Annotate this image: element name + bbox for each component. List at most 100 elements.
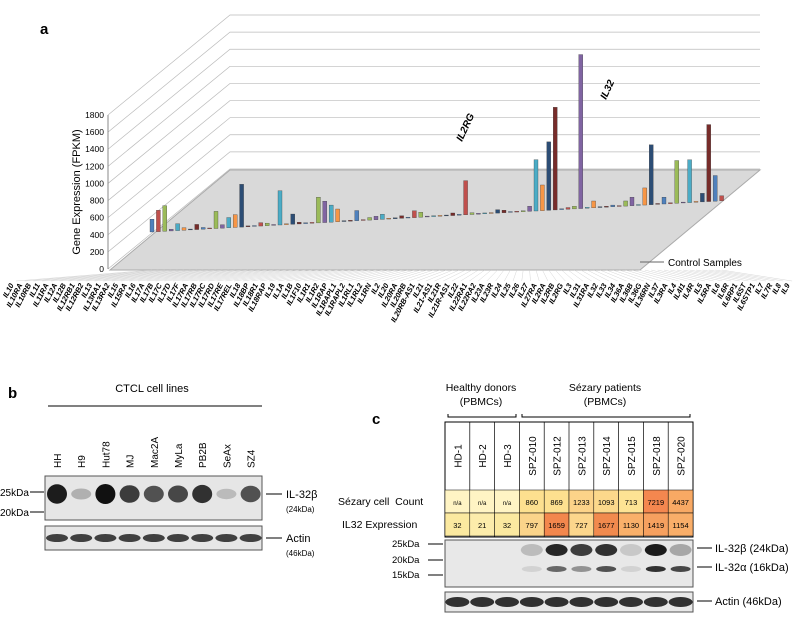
grid-line [107, 14, 760, 116]
leader [277, 269, 345, 282]
bar [527, 206, 532, 212]
y-tick-label: 1800 [85, 110, 104, 120]
y-axis-label: Gene Expression (FPKM) [71, 129, 83, 254]
leader [638, 269, 679, 282]
band-size: (46kDa) [286, 549, 315, 558]
sample-label: SPZ-018 [652, 436, 663, 476]
band [521, 566, 542, 572]
bar [309, 222, 315, 224]
leader [612, 269, 644, 282]
bar [713, 175, 718, 202]
leader [593, 269, 618, 282]
leader [721, 269, 793, 282]
bar [495, 209, 500, 214]
bar [322, 201, 327, 223]
leader [242, 269, 319, 282]
bar [649, 144, 654, 205]
annotation: Control Samples [668, 258, 742, 269]
row-label: IL32 Expression [342, 519, 417, 531]
cell-value: 21 [478, 521, 486, 530]
cell-value: 797 [526, 521, 539, 530]
bar [265, 222, 270, 226]
bar [457, 214, 462, 216]
leader [486, 269, 498, 282]
bar [188, 228, 193, 231]
leader [683, 269, 740, 282]
leader [521, 269, 524, 282]
leader [146, 269, 249, 282]
cell-value: 860 [526, 498, 539, 507]
leader [708, 269, 775, 282]
bar [629, 197, 635, 206]
bar [277, 190, 283, 226]
bar [233, 214, 238, 228]
annotation: IL32 [599, 78, 618, 101]
band [495, 597, 519, 607]
bar [444, 214, 449, 217]
band [46, 534, 68, 542]
bar [469, 212, 475, 215]
bar [181, 227, 187, 231]
band [191, 534, 214, 542]
bar [213, 211, 219, 229]
band [570, 544, 593, 556]
leader [555, 269, 566, 282]
leader [606, 269, 636, 282]
bar [373, 216, 379, 220]
leader [15, 269, 153, 282]
bands [46, 484, 262, 542]
leader [574, 269, 592, 282]
sample-label: SPZ-020 [677, 436, 688, 476]
leader [85, 269, 204, 282]
band [119, 485, 140, 503]
band [240, 485, 261, 503]
cell-value: 7219 [647, 498, 664, 507]
leader [657, 269, 705, 282]
sample-label: SPZ-015 [627, 436, 638, 476]
marker: 20kDa [392, 555, 420, 566]
leader [207, 269, 293, 282]
bar [156, 210, 161, 232]
bar [239, 184, 244, 228]
leader [425, 269, 453, 282]
bar [245, 225, 251, 227]
y-tick-label: 400 [90, 230, 104, 240]
leader [580, 269, 601, 282]
cell-value: 1154 [673, 521, 689, 530]
bar [258, 222, 263, 227]
cell-value: 1093 [598, 498, 615, 507]
lane-label: PB2B [198, 442, 209, 468]
sample-label: SPZ-014 [602, 436, 613, 476]
bar [591, 200, 596, 208]
cell-value: 1233 [573, 498, 590, 507]
leader [529, 269, 531, 282]
table: HD-1 HD-2 HD-3 SPZ-010 SPZ-012 SPZ-013 SPZ-014… [338, 421, 694, 538]
leader [599, 269, 627, 282]
leader [561, 269, 575, 282]
leader [417, 269, 447, 282]
leader [356, 269, 402, 282]
sample-label: SPZ-010 [528, 436, 539, 476]
band [595, 544, 618, 556]
leader [155, 269, 255, 282]
leader [390, 269, 428, 282]
leader [164, 269, 261, 282]
band [143, 485, 164, 503]
bar [463, 180, 468, 215]
leader [172, 269, 268, 282]
leader [408, 269, 441, 282]
leader [512, 269, 517, 282]
marker: 15kDa [392, 570, 420, 581]
leader [286, 269, 351, 282]
leader [338, 269, 389, 282]
leader [50, 269, 178, 282]
bar [572, 206, 577, 210]
lane-label: MJ [126, 455, 137, 468]
bar [636, 204, 641, 206]
leader [495, 269, 505, 282]
marker: 20kDa [0, 508, 29, 519]
bar [508, 211, 513, 213]
bar [290, 213, 295, 225]
grid-line [107, 151, 760, 253]
bar [546, 141, 551, 211]
